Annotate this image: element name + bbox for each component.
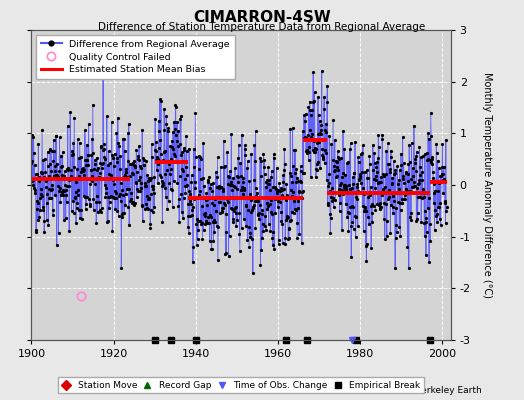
Text: Difference of Station Temperature Data from Regional Average: Difference of Station Temperature Data f… [99,22,425,32]
Text: Berkeley Earth: Berkeley Earth [416,386,482,395]
Legend: Station Move, Record Gap, Time of Obs. Change, Empirical Break: Station Move, Record Gap, Time of Obs. C… [58,377,424,394]
Text: CIMARRON-4SW: CIMARRON-4SW [193,10,331,25]
Legend: Difference from Regional Average, Quality Control Failed, Estimated Station Mean: Difference from Regional Average, Qualit… [36,35,235,79]
Y-axis label: Monthly Temperature Anomaly Difference (°C): Monthly Temperature Anomaly Difference (… [482,72,492,298]
